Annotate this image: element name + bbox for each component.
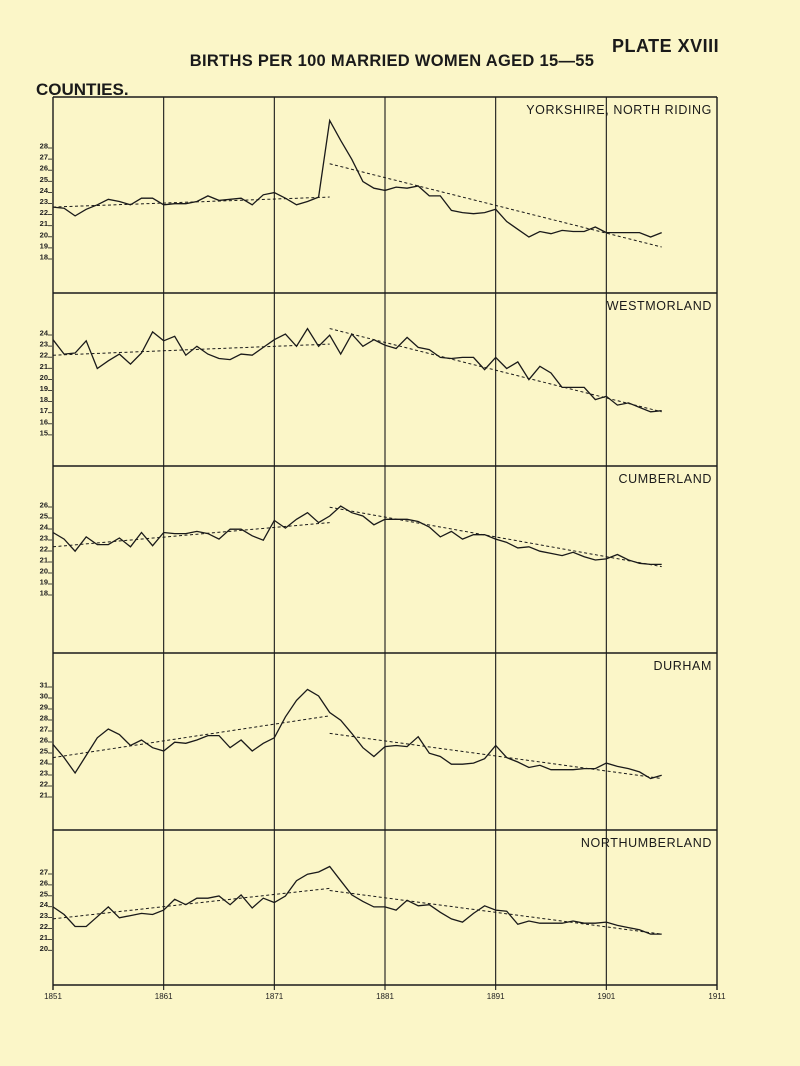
data-series-line <box>52 327 662 413</box>
trend-line <box>329 506 662 568</box>
y-tick-label: 27 <box>40 153 48 162</box>
chart-grid <box>52 97 718 990</box>
y-tick-label: 23 <box>40 340 48 349</box>
panel-durham: 31 30 29 28 27 26 25 24 23 22 21 DURHAM <box>40 652 717 800</box>
y-tick-label: 21 <box>40 219 48 228</box>
y-tick-label: 25 <box>40 175 48 184</box>
panel-yorkshire-north-riding: 28 27 26 25 24 23 22 21 20 19 18 YORKSHIRE, NORTH R… <box>40 96 717 262</box>
y-tick-label: 24 <box>40 329 49 338</box>
y-tick-label: 19 <box>40 241 48 250</box>
y-tick-label: 21 <box>40 556 48 565</box>
trend-line <box>52 343 330 356</box>
y-tick-label: 20 <box>40 373 48 382</box>
x-tick-label: 1871 <box>265 992 283 1001</box>
y-tick-label: 28 <box>40 714 48 723</box>
y-tick-label: 20 <box>40 944 48 953</box>
y-tick-label: 27 <box>40 725 48 734</box>
data-series-line <box>52 505 662 566</box>
y-tick-label: 25 <box>40 889 48 898</box>
y-tick-label: 18 <box>40 589 48 598</box>
data-series-line <box>52 118 662 238</box>
y-tick-label: 25 <box>40 747 48 756</box>
y-tick-label: 22 <box>40 208 48 217</box>
y-tick-label: 21 <box>40 791 48 800</box>
y-tick-label: 26 <box>40 878 48 887</box>
trend-line <box>329 163 662 248</box>
y-tick-label: 16 <box>40 417 48 426</box>
y-tick-label: 24 <box>40 523 49 532</box>
y-tick-label: 26 <box>40 501 48 510</box>
y-tick-label: 21 <box>40 933 48 942</box>
y-tick-label: 30 <box>40 692 48 701</box>
y-tick-label: 25 <box>40 512 48 521</box>
x-tick-label: 1891 <box>487 992 505 1001</box>
y-tick-label: 20 <box>40 230 48 239</box>
trend-line <box>329 732 662 779</box>
y-tick-label: 22 <box>40 780 48 789</box>
y-tick-label: 24 <box>40 758 49 767</box>
panel-label: YORKSHIRE, NORTH RIDING <box>526 103 712 117</box>
y-tick-label: 20 <box>40 567 48 576</box>
y-tick-label: 29 <box>40 703 48 712</box>
y-tick-label: 24 <box>40 900 49 909</box>
trend-line <box>329 890 662 935</box>
y-tick-label: 28 <box>40 142 48 151</box>
y-tick-label: 23 <box>40 769 48 778</box>
panel-label: NORTHUMBERLAND <box>581 836 712 850</box>
trend-line <box>52 715 330 759</box>
y-tick-label: 23 <box>40 534 48 543</box>
y-tick-label: 22 <box>40 545 48 554</box>
y-tick-label: 27 <box>40 868 48 877</box>
y-tick-label: 26 <box>40 164 48 173</box>
y-tick-label: 31 <box>40 681 48 690</box>
chart-subtitle: COUNTIES. <box>36 80 129 99</box>
panel-label: DURHAM <box>654 659 712 673</box>
y-tick-label: 23 <box>40 911 48 920</box>
y-tick-label: 24 <box>40 186 49 195</box>
y-tick-label: 19 <box>40 578 48 587</box>
trend-line <box>52 887 330 920</box>
chart-title: BIRTHS PER 100 MARRIED WOMEN AGED 15—55 <box>189 52 595 70</box>
data-series-line <box>52 688 662 780</box>
panel-westmorland: 24 23 22 21 20 19 18 17 16 15 WESTMORLAND <box>40 292 717 437</box>
panel-label: CUMBERLAND <box>618 472 712 486</box>
y-tick-label: 22 <box>40 351 48 360</box>
y-tick-label: 15 <box>40 428 48 437</box>
x-tick-label: 1881 <box>376 992 394 1001</box>
y-tick-label: 18 <box>40 253 48 262</box>
y-tick-label: 17 <box>40 406 48 415</box>
y-tick-label: 19 <box>40 384 48 393</box>
x-axis: 1851 1861 1871 1881 1891 1901 1911 <box>44 992 726 1001</box>
x-tick-label: 1861 <box>155 992 173 1001</box>
x-tick-label: 1851 <box>44 992 62 1001</box>
x-tick-label: 1901 <box>597 992 615 1001</box>
y-tick-label: 22 <box>40 922 48 931</box>
y-tick-label: 18 <box>40 395 48 404</box>
y-tick-label: 26 <box>40 736 48 745</box>
y-tick-label: 23 <box>40 197 48 206</box>
plate-number: PLATE XVIII <box>612 36 720 56</box>
panel-label: WESTMORLAND <box>607 299 712 313</box>
y-tick-label: 21 <box>40 362 48 371</box>
x-tick-label: 1911 <box>708 992 726 1001</box>
panel-cumberland: 26 25 24 23 22 21 20 19 18 CUMBERLAND <box>40 465 717 598</box>
trend-line <box>329 328 662 413</box>
data-series-line <box>52 865 662 935</box>
